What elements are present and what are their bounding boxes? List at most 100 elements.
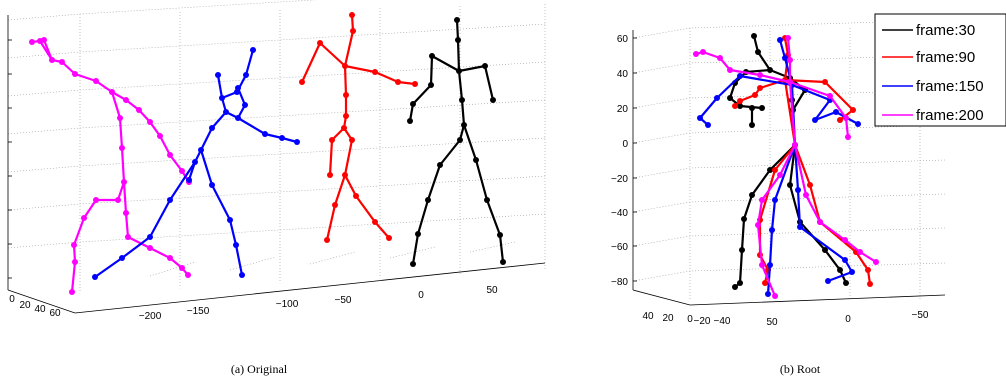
skeleton-b-frame200-joint-20 [857,249,863,255]
skeleton-a-red-bone-1 [344,64,416,86]
skeleton-a-blue-joint-23 [92,274,98,280]
skeleton-a-blue-joint-6 [235,115,241,121]
skeleton-b-frame150-joint-6 [697,115,703,121]
skeleton-b-frame90-joint-8 [822,79,828,85]
skeleton-a-black-joint-8 [407,118,413,124]
skeleton-a-magenta-joint-12 [179,168,185,174]
depth-tick-a-3: 60 [49,308,61,319]
skeleton-a-magenta-joint-25 [69,289,75,295]
skeleton-a-red-joint-6 [395,79,401,85]
skeleton-a-black-bone-4 [411,164,442,265]
skeleton-b-frame90-joint-11 [772,167,778,173]
skeleton-a-red-joint-2 [342,63,348,69]
skeleton-a-magenta-joint-11 [167,152,173,158]
grid-line-b-h [632,159,946,179]
skeleton-a-red-joint-0 [349,12,355,18]
x-tick-b-1: 0 [845,314,851,325]
skeleton-b-frame150-bone-1 [698,74,793,126]
skeleton-a-magenta-joint-15 [117,115,123,121]
skeleton-b-frame200-joint-2 [787,79,793,85]
skeleton-b-frame90-bone-2 [784,78,855,121]
skeleton-b-frame150-joint-1 [782,55,788,61]
skeleton-a-black-joint-16 [500,259,506,265]
skeleton-a-magenta-bone-0 [31,39,190,183]
skeleton-b-frame30-joint-16 [739,247,745,253]
skeleton-b-frame150-joint-7 [705,122,711,128]
skeleton-a-magenta-bone-5 [127,236,189,276]
legend-label-1: frame:30 [916,22,975,39]
skeleton-a-red-joint-12 [327,172,333,178]
skeleton-a-black-joint-5 [429,53,435,59]
skeleton-a-black-joint-10 [461,122,467,128]
skeleton-a-red-joint-4 [299,79,305,85]
skeleton-a-black-joint-15 [497,232,503,238]
skeleton-a-magenta-joint-2 [49,57,55,63]
skeleton-b-frame90-joint-5 [752,92,758,98]
skeleton-a-red-joint-8 [343,92,349,98]
skeleton-b-frame150-joint-12 [772,197,778,203]
skeleton-a-black-joint-6 [428,82,434,88]
skeleton-b-frame90-joint-9 [850,107,856,113]
skeleton-b-frame200-joint-7 [700,49,706,55]
skeleton-b-frame150-joint-11 [855,121,861,127]
skeleton-a-blue-joint-16 [209,182,215,188]
grid-line-a-depth [469,241,516,253]
skeleton-a-blue [92,47,300,280]
skeleton-a-magenta-bone-2 [96,91,126,202]
skeleton-a-magenta-joint-24 [72,259,78,265]
skeleton-a-magenta-joint-16 [119,145,125,151]
skeleton-a-magenta-joint-7 [123,97,129,103]
skeleton-a-blue-joint-20 [167,197,173,203]
skeleton-b-frame30-joint-2 [767,67,773,73]
legend-label-4: frame:200 [916,107,984,124]
legend-entry-1: frame:30 [882,22,975,39]
skeleton-b-frame90-joint-7 [732,103,738,109]
depth-tick-b-0: 40 [642,311,654,322]
skeleton-a-magenta-joint-10 [157,133,163,139]
skeleton-b-frame30-joint-15 [741,216,747,222]
skeleton-b-frame90-bone-3 [758,144,796,284]
panel-b-caption: (b) Root [780,362,821,376]
skeleton-b-frame90-joint-15 [762,280,768,286]
skeleton-b-frame200-joint-10 [843,115,849,121]
skeleton-b-frame90-joint-6 [737,98,743,104]
skeleton-b-frame200-joint-11 [845,134,851,140]
skeleton-a-black-joint-7 [410,101,416,107]
skeleton-b-frame200-joint-21 [873,259,879,265]
skeleton-b-frame90-joint-19 [865,267,871,273]
skeleton-a-blue-joint-17 [227,217,233,223]
skeleton-a-magenta-joint-0 [29,39,35,45]
skeleton-a-blue-joint-11 [192,159,198,165]
skeleton-b-frame200-joint-13 [759,197,765,203]
skeleton-b-frame30-joint-24 [749,105,755,111]
panel-a-gridlines [7,0,546,294]
skeleton-b-frame150-joint-16 [795,187,801,193]
grid-line-b-h [632,193,946,213]
skeleton-a-red-joint-14 [342,172,348,178]
skeleton-a-red-joint-13 [349,137,355,143]
panel-b-skeletons [693,33,879,299]
y-tick-b-4: −20 [611,174,628,185]
skeleton-a-magenta-joint-17 [121,179,127,185]
skeleton-a-red-joint-9 [343,113,349,119]
skeleton-b-frame200-joint-9 [827,93,833,99]
skeleton-a-magenta-joint-27 [167,255,173,261]
panel-a-caption: (a) Original [231,362,288,376]
skeleton-a-blue-joint-18 [233,242,239,248]
skeleton-a-red-joint-16 [324,237,330,243]
skeleton-b-frame200 [693,35,879,299]
legend: frame:30 frame:90 frame:150 frame:200 [874,13,1006,127]
skeleton-a-black-joint-3 [482,63,488,69]
grid-line-b-h [632,54,946,74]
skeleton-b-frame200-joint-4 [757,72,763,78]
legend-entry-3: frame:150 [882,78,984,95]
skeleton-a-blue-bone-4 [199,149,244,276]
skeleton-a-magenta-bone-1 [42,39,54,61]
skeleton-b-frame200-joint-3 [792,142,798,148]
skeleton-b-frame150-joint-14 [767,262,773,268]
panel-a-ticks: −200 −150 −100 −50 0 50 0 20 40 60 [8,39,498,322]
skeleton-a-red-joint-1 [350,28,356,34]
skeleton-b-frame30-joint-9 [737,103,743,109]
x-tick-a-3: −50 [335,295,352,306]
